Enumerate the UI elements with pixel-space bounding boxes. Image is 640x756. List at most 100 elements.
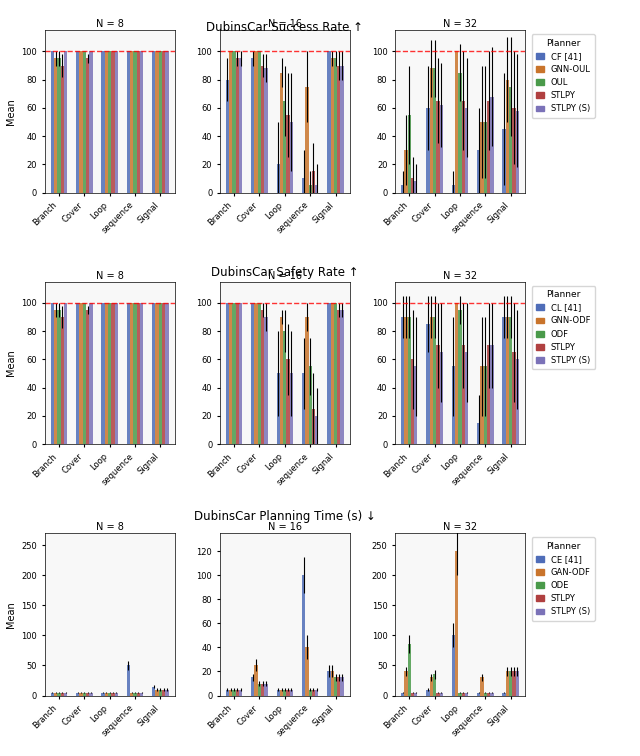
Bar bbox=[404, 671, 408, 696]
Bar bbox=[411, 178, 414, 193]
Bar bbox=[283, 689, 287, 696]
Bar bbox=[455, 51, 458, 193]
Bar bbox=[461, 101, 465, 193]
Bar bbox=[458, 310, 461, 444]
Bar bbox=[159, 303, 162, 444]
Bar bbox=[452, 367, 455, 444]
Bar bbox=[127, 303, 130, 444]
Bar bbox=[305, 87, 308, 193]
Bar bbox=[111, 303, 115, 444]
Bar bbox=[79, 51, 83, 193]
Bar bbox=[137, 692, 140, 696]
Bar bbox=[111, 692, 115, 696]
Bar bbox=[108, 51, 111, 193]
Bar bbox=[465, 352, 468, 444]
Bar bbox=[290, 689, 293, 696]
Bar bbox=[133, 51, 137, 193]
Bar bbox=[315, 416, 319, 444]
Bar bbox=[239, 303, 243, 444]
Bar bbox=[101, 51, 105, 193]
Bar bbox=[302, 178, 305, 193]
Title: N = 8: N = 8 bbox=[96, 271, 124, 281]
Bar bbox=[490, 692, 493, 696]
Bar bbox=[440, 692, 443, 696]
Y-axis label: Mean: Mean bbox=[6, 349, 16, 376]
Bar bbox=[283, 101, 287, 193]
Bar bbox=[251, 58, 255, 193]
Bar bbox=[290, 373, 293, 444]
Bar bbox=[276, 164, 280, 193]
Bar bbox=[516, 110, 519, 193]
Bar bbox=[152, 51, 156, 193]
Title: N = 32: N = 32 bbox=[443, 20, 477, 29]
Bar bbox=[156, 51, 159, 193]
Bar bbox=[287, 115, 290, 193]
Bar bbox=[458, 692, 461, 696]
Bar bbox=[165, 689, 168, 696]
Bar bbox=[312, 172, 315, 193]
Bar bbox=[165, 51, 168, 193]
Bar bbox=[502, 692, 506, 696]
Bar bbox=[512, 352, 516, 444]
Bar bbox=[111, 51, 115, 193]
Bar bbox=[481, 677, 484, 696]
Y-axis label: Mean: Mean bbox=[6, 98, 16, 125]
Bar bbox=[79, 303, 83, 444]
Bar bbox=[165, 303, 168, 444]
Bar bbox=[455, 303, 458, 444]
Bar bbox=[337, 310, 340, 444]
Bar bbox=[108, 692, 111, 696]
Bar bbox=[408, 115, 411, 193]
Bar bbox=[162, 303, 165, 444]
Bar bbox=[51, 692, 54, 696]
Bar bbox=[426, 689, 429, 696]
Bar bbox=[302, 373, 305, 444]
Bar bbox=[61, 317, 64, 444]
Title: N = 16: N = 16 bbox=[268, 20, 302, 29]
Bar bbox=[83, 51, 86, 193]
Title: N = 16: N = 16 bbox=[268, 271, 302, 281]
Bar bbox=[340, 677, 344, 696]
Bar bbox=[89, 51, 93, 193]
Bar bbox=[509, 317, 512, 444]
Bar bbox=[280, 689, 283, 696]
Bar bbox=[305, 317, 308, 444]
Bar bbox=[236, 689, 239, 696]
Bar bbox=[226, 79, 229, 193]
Bar bbox=[152, 303, 156, 444]
Bar bbox=[261, 310, 264, 444]
Bar bbox=[506, 671, 509, 696]
Bar bbox=[255, 51, 258, 193]
Bar bbox=[264, 317, 268, 444]
Title: N = 16: N = 16 bbox=[268, 522, 302, 532]
Bar bbox=[133, 692, 137, 696]
Bar bbox=[414, 692, 417, 696]
Bar bbox=[516, 671, 519, 696]
Bar bbox=[337, 66, 340, 193]
Bar bbox=[232, 689, 236, 696]
Bar bbox=[334, 303, 337, 444]
Bar bbox=[229, 303, 232, 444]
Bar bbox=[337, 677, 340, 696]
Bar bbox=[283, 331, 287, 444]
Bar bbox=[101, 692, 105, 696]
Bar bbox=[76, 303, 79, 444]
Bar bbox=[105, 692, 108, 696]
Bar bbox=[236, 303, 239, 444]
Bar bbox=[140, 303, 143, 444]
Bar bbox=[340, 310, 344, 444]
Bar bbox=[440, 352, 443, 444]
Bar bbox=[239, 58, 243, 193]
Bar bbox=[229, 689, 232, 696]
Bar bbox=[452, 636, 455, 696]
Bar bbox=[512, 108, 516, 193]
Bar bbox=[312, 689, 315, 696]
Bar bbox=[83, 692, 86, 696]
Bar bbox=[429, 68, 433, 193]
Bar bbox=[276, 689, 280, 696]
Bar bbox=[506, 79, 509, 193]
Bar bbox=[436, 101, 440, 193]
Bar bbox=[312, 409, 315, 444]
Bar bbox=[159, 689, 162, 696]
Bar bbox=[86, 58, 89, 193]
